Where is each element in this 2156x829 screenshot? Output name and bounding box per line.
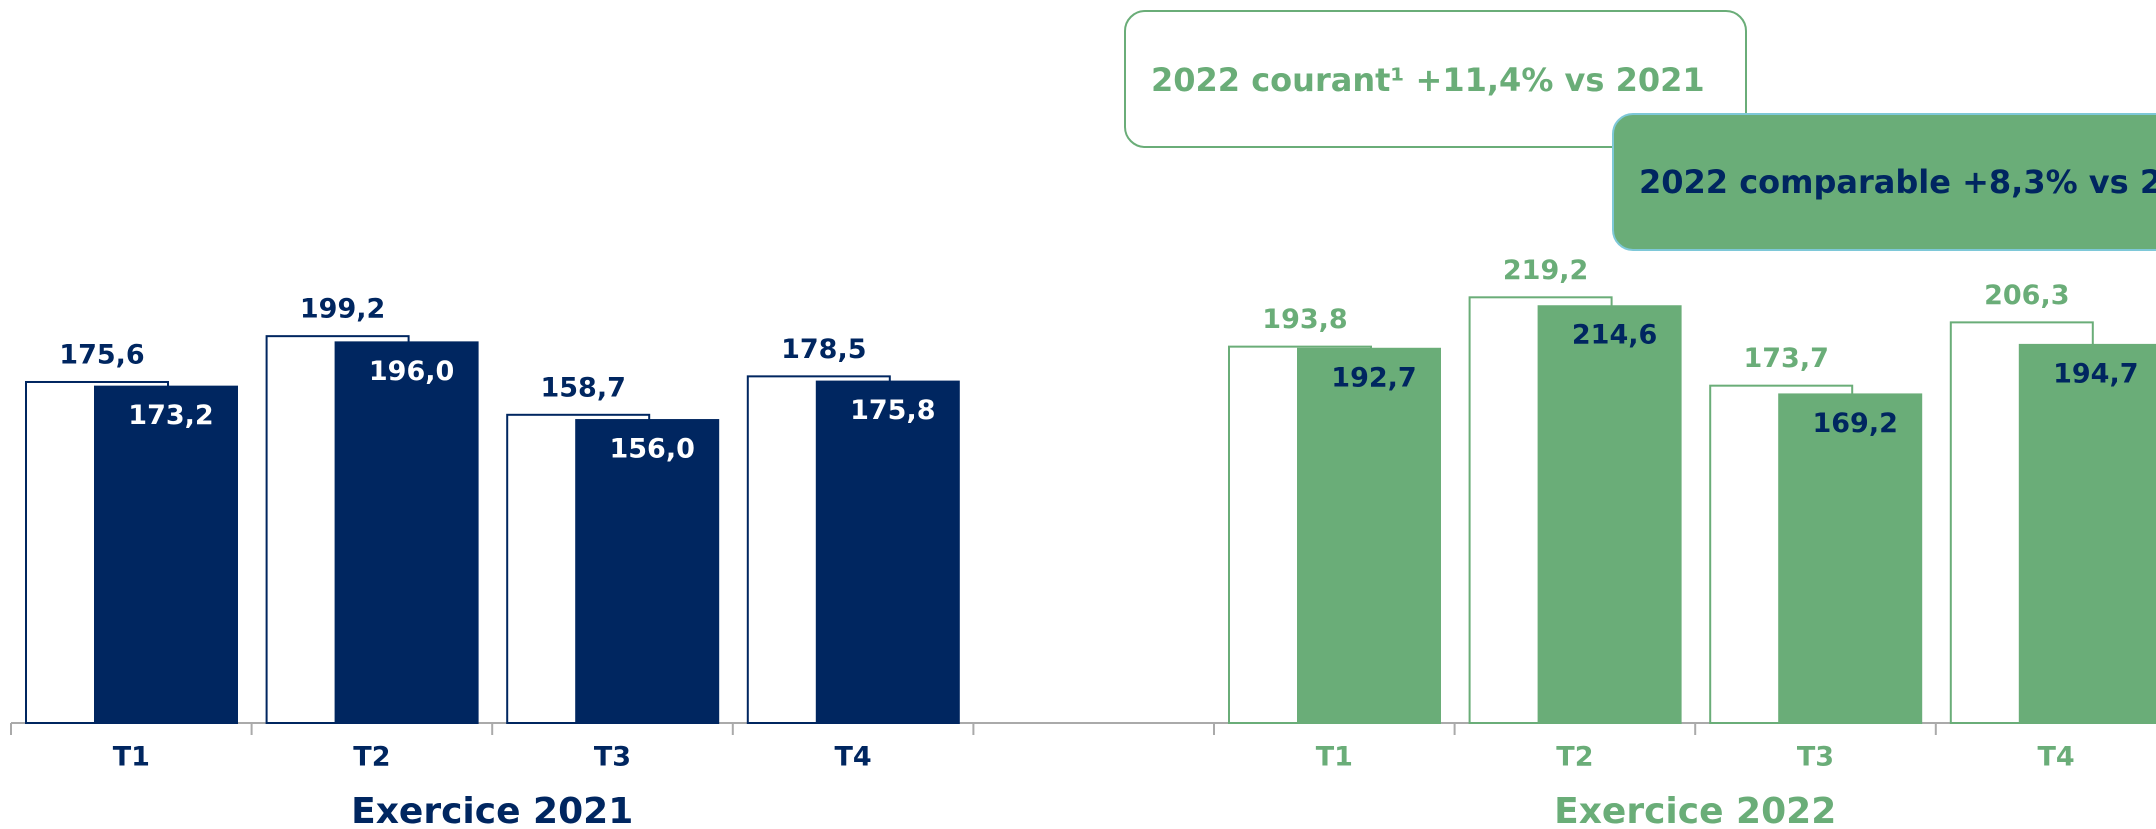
- data-label: 175,8: [850, 395, 935, 426]
- x-tick-label: T2: [1556, 742, 1593, 773]
- bar: [94, 385, 238, 724]
- bar: [334, 341, 479, 724]
- data-label: 194,7: [2053, 358, 2138, 389]
- data-label: 175,6: [59, 339, 144, 370]
- bar: [2018, 343, 2156, 724]
- annotation: 2022 comparable +8,3% vs 20: [1639, 163, 2156, 201]
- data-label: 169,2: [1812, 408, 1897, 439]
- bar: [1297, 347, 1441, 724]
- data-label: 156,0: [609, 434, 694, 465]
- bar: [815, 380, 960, 724]
- x-tick-label: T2: [353, 742, 390, 773]
- x-tick-label: T3: [1797, 742, 1834, 773]
- data-label: 173,2: [128, 400, 213, 431]
- data-label: 193,8: [1262, 304, 1347, 335]
- data-label: 196,0: [369, 356, 454, 387]
- data-label: 206,3: [1984, 280, 2069, 311]
- annotation: 2022 courant¹ +11,4% vs 2021: [1151, 61, 1705, 99]
- data-label: 199,2: [300, 294, 385, 325]
- data-label: 214,6: [1572, 320, 1657, 351]
- bar: [1778, 393, 1923, 724]
- data-label: 178,5: [781, 334, 866, 365]
- x-tick-label: T1: [113, 742, 150, 773]
- bar: [575, 419, 720, 724]
- x-tick-label: T4: [834, 742, 871, 773]
- x-tick-label: T1: [1316, 742, 1353, 773]
- annotation-box: [1612, 113, 2156, 251]
- x-tick-label: T3: [594, 742, 631, 773]
- annotation-box: [1124, 10, 1747, 148]
- group-label: Exercice 2021: [351, 791, 633, 829]
- data-label: 192,7: [1331, 362, 1416, 393]
- data-label: 173,7: [1743, 343, 1828, 374]
- data-label: 219,2: [1503, 255, 1588, 286]
- bar: [1537, 305, 1682, 724]
- x-tick-label: T4: [2037, 742, 2074, 773]
- data-label: 158,7: [540, 372, 625, 403]
- group-label: Exercice 2022: [1554, 791, 1836, 829]
